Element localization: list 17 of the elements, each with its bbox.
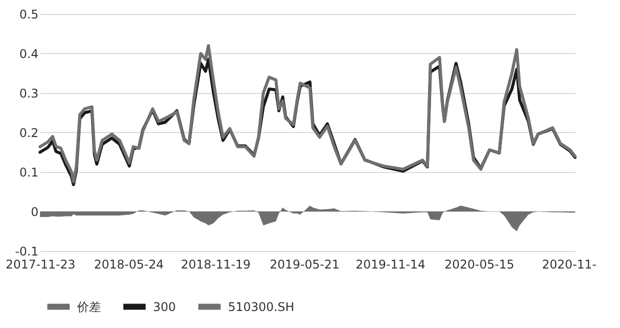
x-tick-label: 2018-11-19 [180, 258, 251, 272]
x-tick-label: 2020-11- [542, 258, 596, 272]
y-tick-label: 0.5 [19, 8, 38, 22]
y-tick-label: 0.4 [19, 47, 38, 61]
x-tick-label: 2017-11-23 [6, 258, 76, 272]
y-tick-label: -0.1 [15, 244, 38, 258]
y-tick-label: 0.1 [19, 166, 38, 180]
x-tick-label: 2020-05-15 [444, 258, 514, 272]
y-tick-label: 0 [30, 205, 38, 219]
legend-label: 价差 [76, 300, 101, 314]
y-tick-label: 0.2 [19, 126, 38, 140]
legend-label: 510300.SH [228, 300, 294, 314]
x-tick-label: 2019-11-14 [356, 258, 426, 272]
y-tick-label: 0.3 [19, 86, 38, 100]
legend-label: 300 [153, 300, 176, 314]
x-tick-label: 2018-05-24 [94, 258, 164, 272]
x-tick-label: 2019-05-21 [270, 258, 340, 272]
